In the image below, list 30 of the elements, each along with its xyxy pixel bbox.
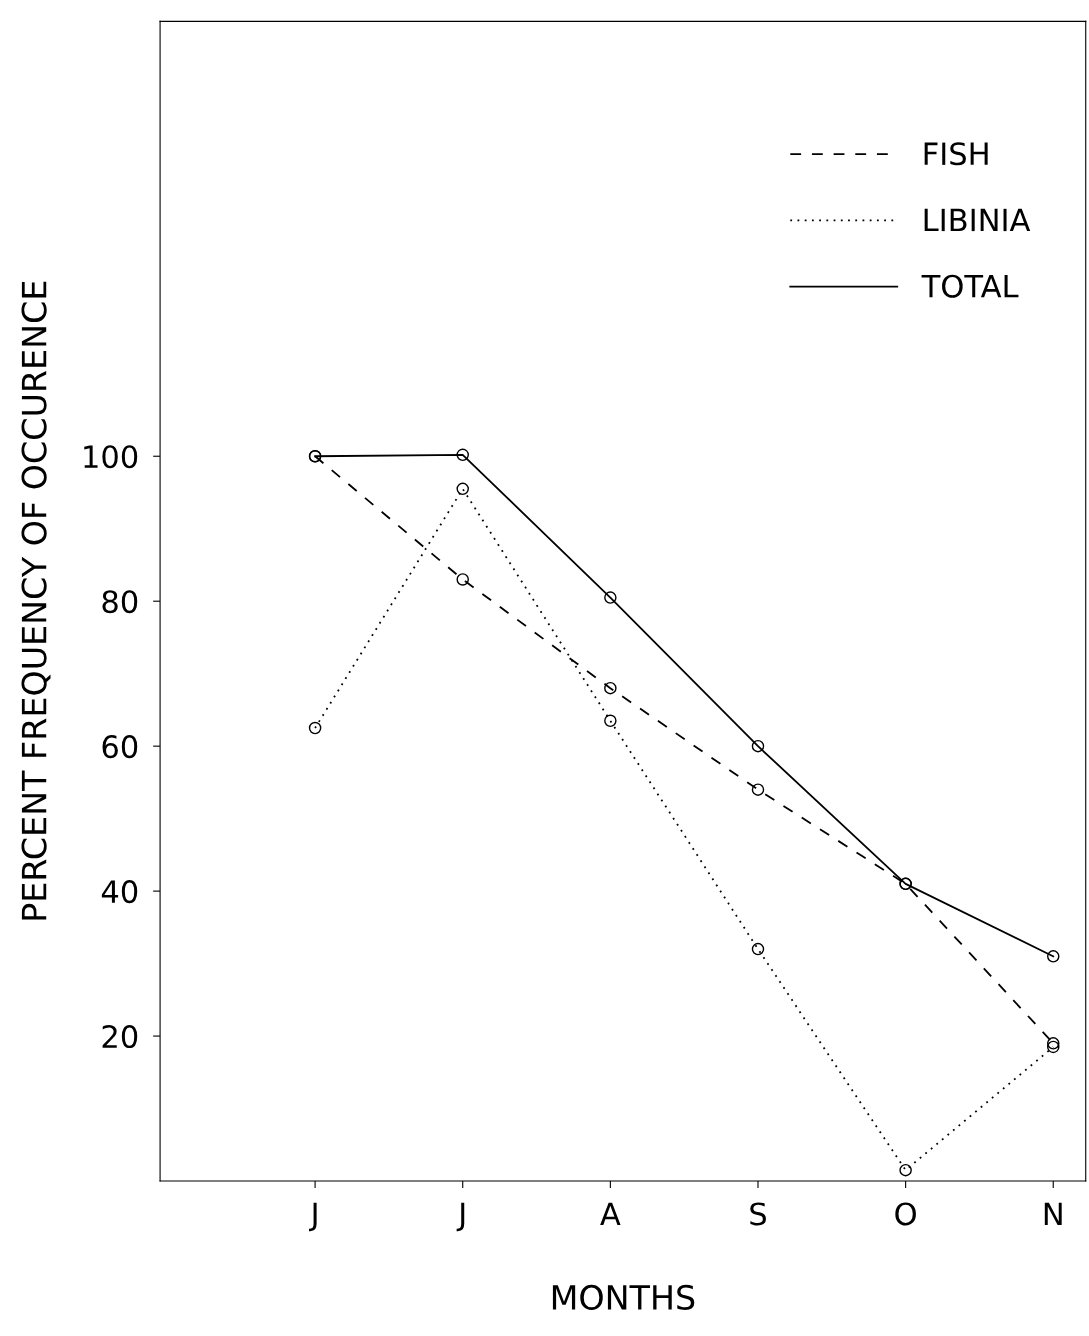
point [456,448,469,462]
point [751,942,765,956]
point [1047,950,1060,963]
legend-label: LIBINIA [924,208,1031,232]
y-tick-label: 20 [102,1025,138,1049]
point [604,714,617,728]
point [751,783,765,796]
point [604,591,617,604]
x-tick-label: A [600,1202,621,1226]
y-tick-label: 60 [102,735,138,759]
x-tick-label: O [895,1202,916,1226]
x-tick-label: J [456,1202,465,1232]
point [308,721,322,735]
point [604,681,617,695]
x-tick-label: J [309,1202,317,1232]
point [1047,1040,1060,1054]
x-tick-label: S [750,1202,766,1226]
point [456,573,469,586]
y-axis-title: PERCENT FREQUENCY OF OCCURENCE [21,281,51,920]
point [899,1163,912,1177]
x-axis-title: MONTHS [552,1284,695,1311]
point [751,739,765,753]
y-tick-label: 40 [101,880,138,904]
legend-label: TOTAL [921,274,1019,298]
point [456,482,469,496]
point [1047,1037,1060,1050]
y-tick-label: 80 [102,590,138,614]
x-tick-label: N [1044,1202,1062,1226]
y-tick-label: 100 [84,445,138,469]
legend-label: FISH [924,142,988,166]
